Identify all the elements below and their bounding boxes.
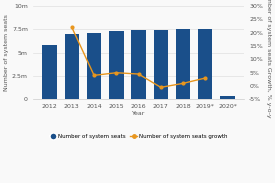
Bar	[109, 31, 123, 99]
Bar	[176, 29, 190, 99]
Bar	[153, 30, 168, 99]
Bar	[42, 45, 57, 99]
Bar	[87, 33, 101, 99]
Y-axis label: Number of system seats Growth, % y-o-y: Number of system seats Growth, % y-o-y	[266, 0, 271, 117]
Bar	[198, 29, 213, 99]
X-axis label: Year: Year	[132, 111, 145, 116]
Bar	[65, 34, 79, 99]
Y-axis label: Number of system seats: Number of system seats	[4, 14, 9, 91]
Bar	[131, 30, 146, 99]
Legend: Number of system seats, Number of system seats growth: Number of system seats, Number of system…	[48, 132, 229, 141]
Bar	[220, 96, 235, 99]
